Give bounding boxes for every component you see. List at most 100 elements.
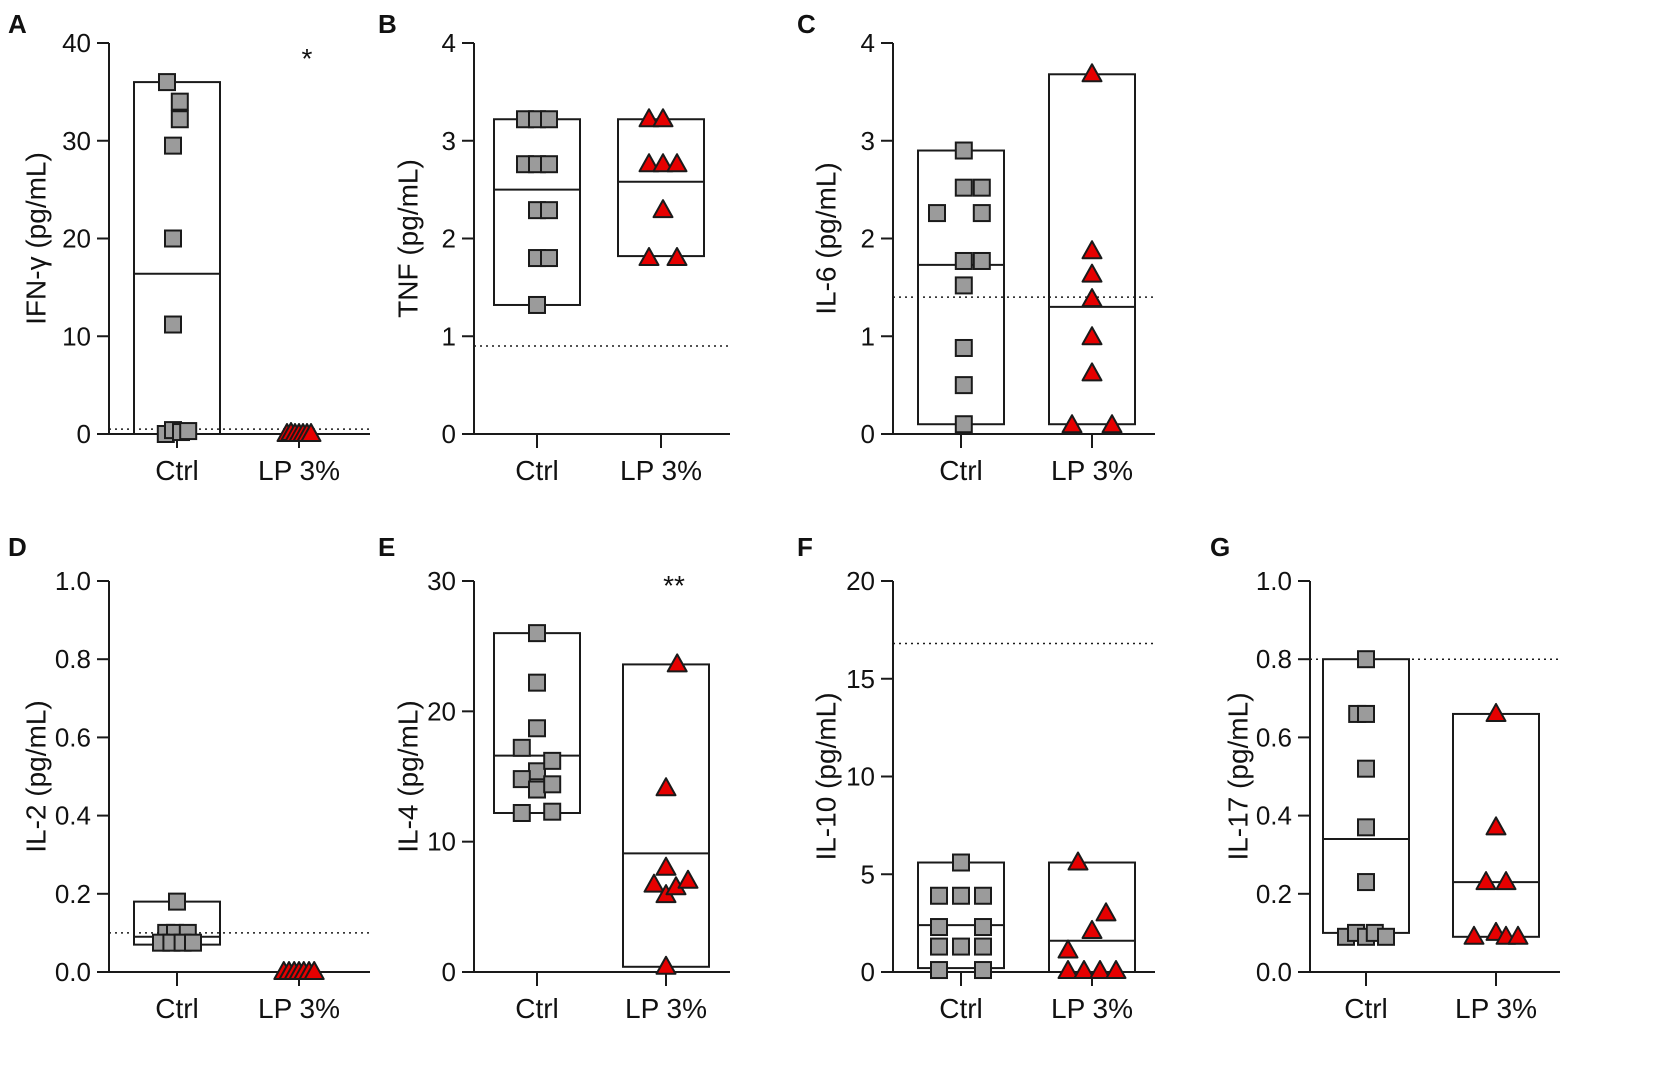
data-point-ctrl [954, 141, 973, 160]
data-point-lp [1073, 960, 1095, 980]
range-box [1048, 861, 1136, 974]
x-category-label: LP 3% [258, 455, 340, 486]
data-point-lp [1495, 871, 1517, 891]
panel-letter: E [378, 532, 395, 562]
data-point-ctrl [528, 673, 546, 692]
x-category-label: Ctrl [155, 455, 199, 486]
data-point-lp [1081, 63, 1103, 83]
data-point-lp [677, 869, 699, 889]
y-tick-label: 1.0 [1256, 566, 1292, 596]
data-point-ctrl [954, 338, 973, 357]
data-point-lp [655, 856, 677, 876]
data-point-lp [666, 153, 688, 173]
data-point-ctrl [543, 751, 562, 770]
y-tick-label: 3 [861, 126, 875, 156]
data-point-lp [652, 199, 674, 219]
panel-letter: C [797, 9, 816, 39]
data-point-ctrl [512, 803, 531, 822]
x-category-label: LP 3% [625, 993, 707, 1024]
data-point-lp [1507, 925, 1529, 945]
y-tick-label: 3 [442, 126, 456, 156]
data-point-ctrl [1357, 650, 1375, 669]
x-category-label: Ctrl [939, 993, 983, 1024]
y-tick-label: 4 [861, 28, 875, 58]
data-point-lp [1081, 326, 1103, 346]
data-point-ctrl [164, 136, 182, 155]
data-point-lp [638, 247, 660, 267]
y-axis-title: IFN-γ (pg/mL) [20, 152, 51, 325]
range-box [1322, 658, 1410, 934]
data-point-ctrl [974, 918, 992, 937]
data-point-ctrl [974, 886, 992, 905]
data-point-lp [655, 777, 677, 797]
y-axis-title: IL-4 (pg/mL) [392, 700, 423, 853]
significance-marker: ** [663, 570, 685, 601]
data-point-ctrl [954, 376, 973, 395]
data-point-ctrl [930, 918, 948, 937]
data-point-ctrl [164, 229, 182, 248]
y-tick-label: 0.6 [55, 722, 91, 752]
x-category-label: Ctrl [1344, 993, 1388, 1024]
y-tick-label: 0.4 [55, 801, 91, 831]
data-point-ctrl [543, 802, 562, 821]
data-point-ctrl [540, 155, 558, 174]
y-tick-label: 0.0 [55, 957, 91, 987]
data-point-lp [643, 873, 665, 893]
data-point-lp [1101, 414, 1123, 434]
data-point-lp [1463, 925, 1485, 945]
panel-a: A 0 10 20 30 40 Ctrl LP 3% IFN-γ (pg/mL) * [8, 9, 370, 486]
y-tick-label: 2 [861, 224, 875, 254]
data-point-ctrl [952, 886, 970, 905]
data-point-ctrl [1377, 927, 1395, 946]
data-point-lp [655, 955, 677, 975]
x-category-label: LP 3% [1455, 993, 1537, 1024]
data-point-lp [303, 961, 325, 980]
data-point-ctrl [528, 719, 546, 738]
data-point-lp [1067, 851, 1089, 871]
data-point-lp [1057, 939, 1079, 959]
y-tick-label: 10 [846, 762, 875, 792]
data-point-lp [652, 153, 674, 173]
data-point-ctrl [540, 201, 558, 220]
data-point-ctrl [164, 315, 182, 334]
y-tick-label: 0.2 [55, 879, 91, 909]
y-tick-label: 20 [846, 566, 875, 596]
y-tick-label: 15 [846, 664, 875, 694]
data-point-ctrl [528, 624, 546, 643]
y-tick-label: 1 [442, 321, 456, 351]
data-point-ctrl [168, 892, 186, 911]
y-tick-label: 0.4 [1256, 801, 1292, 831]
data-point-ctrl [184, 933, 202, 952]
range-box [133, 81, 221, 435]
data-point-lp [1081, 240, 1103, 260]
x-category-label: LP 3% [258, 993, 340, 1024]
data-point-ctrl [930, 961, 948, 980]
x-category-label: Ctrl [515, 455, 559, 486]
data-point-ctrl [972, 251, 991, 270]
data-point-ctrl [1357, 704, 1375, 723]
data-point-ctrl [170, 92, 189, 111]
data-point-lp [1485, 702, 1507, 722]
data-point-ctrl [954, 276, 973, 295]
data-point-ctrl [540, 110, 558, 129]
data-point-ctrl [528, 780, 546, 799]
data-point-lp [1061, 414, 1083, 434]
y-tick-label: 0 [77, 419, 91, 449]
data-point-ctrl [528, 762, 546, 781]
data-point-lp [300, 423, 322, 442]
y-tick-label: 1.0 [55, 566, 91, 596]
x-category-label: Ctrl [515, 993, 559, 1024]
data-point-ctrl [952, 853, 970, 872]
panel-letter: A [8, 9, 27, 39]
y-tick-label: 30 [427, 566, 456, 596]
data-point-lp [666, 247, 688, 267]
data-point-lp [1485, 816, 1507, 836]
y-tick-label: 0.8 [55, 644, 91, 674]
x-category-label: Ctrl [939, 455, 983, 486]
y-tick-label: 20 [62, 224, 91, 254]
x-category-label: LP 3% [1051, 455, 1133, 486]
data-point-lp [638, 153, 660, 173]
x-category-label: Ctrl [155, 993, 199, 1024]
y-tick-label: 20 [427, 696, 456, 726]
panel-c: C 0 1 2 3 4 Ctrl LP 3% IL-6 (pg/mL) [797, 9, 1155, 486]
